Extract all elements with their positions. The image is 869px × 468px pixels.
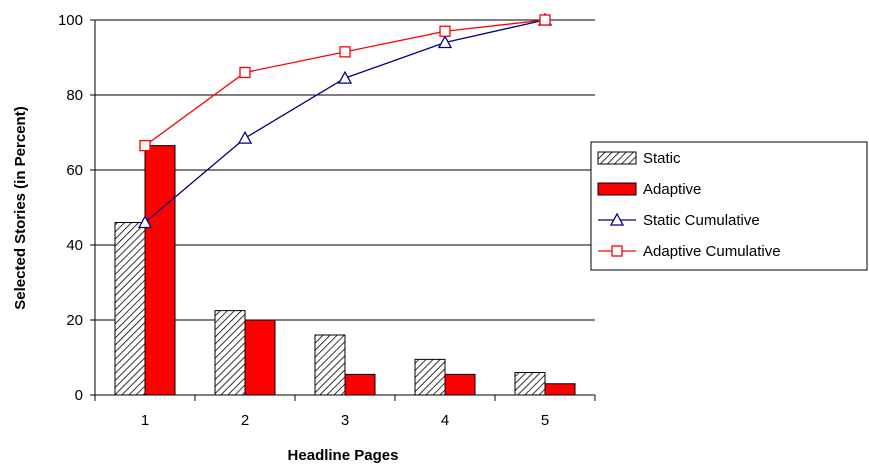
bar-adaptive-3: [344, 373, 376, 396]
bar-static-1: [114, 222, 146, 396]
gridlines: [95, 19, 595, 321]
point-adaptive-cumulative-4: [439, 25, 451, 37]
y-axis-title: Selected Stories (in Percent): [12, 106, 29, 309]
x-tick-label-3: 3: [341, 412, 349, 429]
point-static-cumulative-1: [137, 215, 153, 229]
point-static-cumulative-3: [337, 70, 353, 84]
legend-marker-static-cumulative: [609, 212, 625, 226]
legend-swatch-static: [597, 151, 637, 165]
bar-adaptive-1: [144, 145, 176, 396]
y-tick-label-60: 60: [66, 162, 83, 179]
legend-label-static: Static: [643, 150, 681, 167]
bar-static-3: [314, 334, 346, 396]
bar-static-4: [414, 358, 446, 396]
y-tick-label-20: 20: [66, 312, 83, 329]
legend-label-static-cumulative: Static Cumulative: [643, 212, 760, 229]
legend-marker-adaptive-cumulative: [611, 245, 623, 257]
x-tick-label-5: 5: [541, 412, 549, 429]
bar-static-2: [214, 310, 246, 396]
point-adaptive-cumulative-5: [539, 14, 551, 26]
bar-adaptive-5: [544, 383, 576, 396]
tick-labels: 0 20 40 60 80 100 1 2 3 4 5: [58, 12, 549, 429]
bars: [114, 145, 576, 396]
point-static-cumulative-4: [437, 35, 453, 49]
x-tick-label-4: 4: [441, 412, 449, 429]
y-tick-label-80: 80: [66, 87, 83, 104]
x-tick-label-1: 1: [141, 412, 149, 429]
legend-box: [590, 141, 868, 271]
y-tick-label-0: 0: [75, 387, 83, 404]
legend: Static Adaptive Static Cumulative Adaptive …: [590, 141, 868, 271]
point-adaptive-cumulative-3: [339, 46, 351, 58]
point-static-cumulative-2: [237, 130, 253, 144]
y-tick-label-100: 100: [58, 12, 83, 29]
x-tick-label-2: 2: [241, 412, 249, 429]
point-adaptive-cumulative-1: [139, 139, 151, 152]
bar-static-5: [514, 372, 546, 396]
lines: [137, 12, 553, 229]
legend-swatch-adaptive: [597, 182, 637, 196]
point-adaptive-cumulative-2: [239, 66, 251, 79]
legend-label-adaptive-cumulative: Adaptive Cumulative: [643, 243, 781, 260]
bar-adaptive-2: [244, 319, 276, 396]
x-axis-title: Headline Pages: [288, 447, 399, 464]
bar-adaptive-4: [444, 373, 476, 396]
legend-label-adaptive: Adaptive: [643, 181, 701, 198]
y-tick-label-40: 40: [66, 237, 83, 254]
